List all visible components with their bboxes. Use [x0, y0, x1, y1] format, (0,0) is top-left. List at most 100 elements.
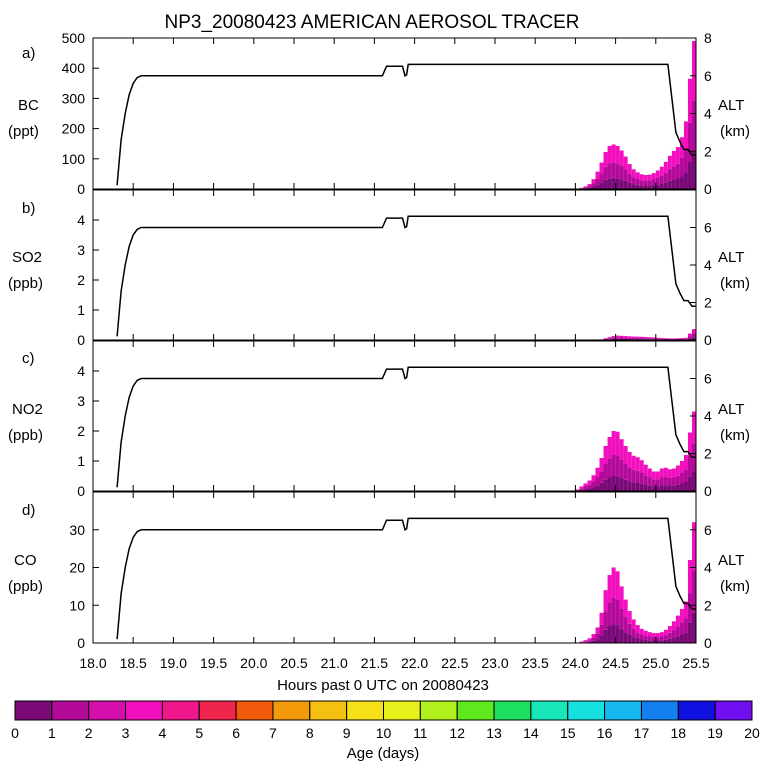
panel-2-tracer-bar-47 — [635, 457, 640, 471]
colorbar-tick-2: 2 — [85, 725, 93, 741]
panel-3-tracer-bar-15 — [595, 639, 600, 643]
panel-0-tracer-bar-16 — [595, 178, 600, 185]
panel-3-tracer-bar-80 — [679, 609, 684, 623]
panel-2-y2tick-label-0: 0 — [704, 483, 712, 499]
panel-0-tracer-bar-80 — [679, 137, 684, 158]
panel-3-tracer-bar-71 — [667, 626, 672, 633]
x-tick-label-3: 19.5 — [200, 655, 227, 671]
colorbar-tick-7: 7 — [269, 725, 277, 741]
panel-3-tracer-bar-69 — [667, 638, 672, 643]
panel-0-tracer-bar-65 — [659, 166, 664, 176]
panel-1-tracer-bar-10 — [611, 337, 616, 340]
panel-2-tracer-bar-71 — [667, 469, 672, 478]
panel-0-tracer-bar-14 — [591, 179, 596, 184]
panel-0-y2tick-label-2: 4 — [704, 106, 712, 122]
panel-1-tracer-bar-56 — [671, 338, 676, 340]
panel-3-tracer-bar-60 — [655, 640, 660, 643]
panel-2-tracer-bar-12 — [591, 487, 596, 491]
panel-2-tracer-bar-10 — [587, 484, 592, 489]
colorbar-tick-13: 13 — [486, 725, 502, 741]
panel-3-tracer-bar-86 — [687, 559, 692, 594]
panel-3-tracer-bar-55 — [647, 636, 652, 641]
panel-2-tracer-bar-87 — [691, 471, 696, 491]
panel-b-yunit: (ppb) — [8, 275, 43, 292]
panel-0-tracer-bar-15 — [595, 184, 600, 189]
panel-2-tracer-bar-68 — [663, 467, 668, 478]
panel-3-tracer-bar-13 — [591, 637, 596, 641]
colorbar-swatch-11 — [419, 700, 458, 721]
panel-3-y2tick-label-1: 2 — [704, 597, 712, 613]
panel-0-tracer-bar-75 — [675, 178, 680, 189]
panel-0-tracer-bar-63 — [659, 183, 664, 189]
panel-2-tracer-bar-83 — [683, 455, 688, 470]
panel-3-tracer-bar-66 — [663, 639, 668, 643]
x-tick-label-8: 22.0 — [401, 655, 428, 671]
panel-2-tracer-bar-63 — [659, 485, 664, 491]
panel-0-tracer-bar-40 — [627, 174, 632, 183]
panel-0-tracer-bar-46 — [635, 179, 640, 185]
colorbar-tick-4: 4 — [159, 725, 167, 741]
panel-b-ylabel: SO2 — [12, 249, 42, 266]
panel-3-tracer-bar-19 — [599, 624, 604, 636]
panel-3-tracer-bar-84 — [687, 622, 692, 643]
panel-b: 0 1 2 3 4 0 2 4 6 b) SO2 (ppb) ALT (km) — [8, 189, 750, 348]
panel-0-tracer-bar-21 — [603, 179, 608, 189]
panel-1-tracer-bar-69 — [691, 337, 696, 340]
panel-3-tracer-bar-36 — [623, 632, 628, 643]
panel-1-y2tick-label-2: 4 — [704, 257, 712, 273]
panel-0-tracer-bar-27 — [611, 177, 616, 189]
panel-3-tracer-bar-4 — [579, 642, 584, 643]
panel-1-tracer-bar-66 — [687, 338, 692, 340]
panel-0-tracer-bar-68 — [663, 161, 668, 173]
panel-3-tracer-bar-74 — [671, 621, 676, 630]
panel-2-tracer-bar-65 — [659, 468, 664, 478]
panel-2-tracer-bar-26 — [607, 437, 612, 459]
panel-0-tracer-bar-60 — [655, 184, 660, 189]
panel-2-tracer-bar-52 — [643, 475, 648, 485]
panel-3-tracer-bar-64 — [659, 636, 664, 641]
panel-2-tracer-bar-72 — [671, 485, 676, 491]
panel-2-tracer-bar-69 — [667, 485, 672, 491]
panel-1-tracer-bar-23 — [627, 336, 632, 338]
x-tick-label-15: 25.5 — [682, 655, 709, 671]
panel-2-tracer-bar-59 — [651, 471, 656, 480]
panel-1-tracer-bar-17 — [619, 335, 624, 338]
panel-2-tracer-bar-57 — [651, 486, 656, 491]
panel-0-tracer-bar-79 — [679, 157, 684, 177]
panel-2-tracer-bar-74 — [671, 468, 676, 478]
colorbar-tick-8: 8 — [306, 725, 314, 741]
panel-3-tracer-bar-31 — [615, 599, 620, 626]
panel-2-tracer-bar-22 — [603, 464, 608, 480]
panel-0-tracer-bar-18 — [599, 182, 604, 189]
panel-3-tracer-bar-20 — [599, 612, 604, 625]
panel-2-tracer-bar-29 — [611, 431, 616, 455]
colorbar-tick-18: 18 — [671, 725, 687, 741]
panel-2-tracer-bar-32 — [615, 431, 620, 456]
panel-3-tracer-bar-46 — [635, 632, 640, 639]
panel-3-tracer-bar-89 — [691, 522, 696, 571]
colorbar-swatch-19 — [714, 700, 753, 721]
panel-2-tracer-bar-39 — [627, 481, 632, 491]
panel-0-tracer-bar-61 — [655, 177, 660, 185]
colorbar-tick-11: 11 — [413, 725, 428, 741]
x-tick-label-11: 23.5 — [522, 655, 549, 671]
panel-3-tracer-bar-9 — [587, 641, 592, 643]
colorbar-swatch-12 — [456, 700, 495, 721]
panel-0-ytick-label-3: 300 — [62, 90, 86, 106]
panel-3-y2tick-label-0: 0 — [704, 635, 712, 651]
panel-2-tracer-bar-77 — [675, 465, 680, 476]
panel-0-ytick-label-0: 0 — [77, 181, 85, 197]
panel-2-tracer-bar-49 — [639, 472, 644, 484]
colorbar-swatch-6 — [235, 700, 274, 721]
colorbar-swatch-3 — [125, 700, 163, 721]
panel-0-tracer-bar-56 — [647, 174, 652, 181]
panel-3-tracer-bar-59 — [651, 633, 656, 638]
panel-3-tracer-bar-10 — [587, 640, 592, 642]
panel-b-altitude-line — [116, 215, 696, 337]
panel-2-tracer-bar-25 — [607, 458, 612, 478]
panel-2-tracer-bar-24 — [607, 477, 612, 491]
panel-a-yunit: (ppt) — [8, 123, 39, 140]
panel-0-tracer-bar-48 — [639, 185, 644, 189]
panel-0-tracer-bar-49 — [639, 180, 644, 186]
panel-2-tracer-bar-76 — [675, 475, 680, 485]
